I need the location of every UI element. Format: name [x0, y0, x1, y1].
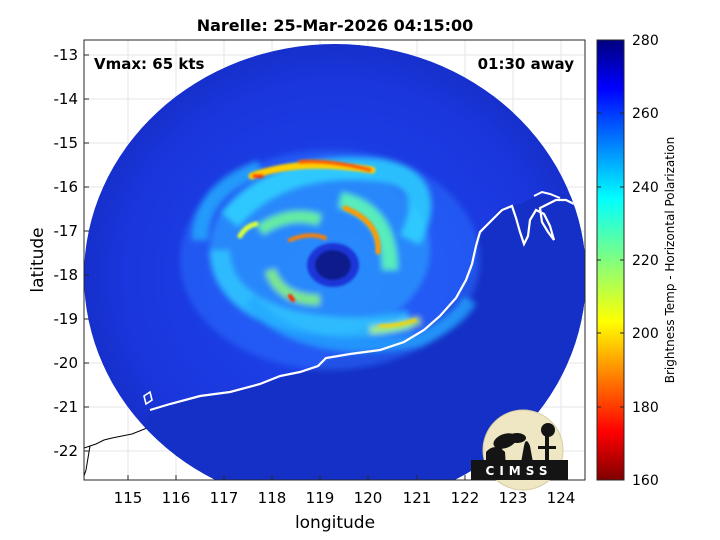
colorbar: 280 260 240 220 200 180 160 Brightness T… [596, 33, 677, 489]
x-tick-label: 115 [114, 489, 143, 507]
colorbar-tick-label: 260 [632, 106, 659, 122]
y-tick-label: -14 [54, 90, 79, 108]
colorbar-tick-label: 200 [632, 326, 659, 342]
x-tick-label: 116 [162, 489, 191, 507]
colorbar-tick-label: 220 [632, 253, 659, 269]
y-tick-label: -21 [54, 398, 79, 416]
colorbar-tick-label: 240 [632, 180, 659, 196]
colorbar-tick-label: 180 [632, 400, 659, 416]
y-axis-label: latitude [28, 227, 48, 292]
colorbar-tick-label: 160 [632, 473, 659, 489]
y-tick-label: -22 [54, 442, 79, 460]
cimss-logo: CIMSS [471, 409, 568, 491]
x-tick-label: 124 [547, 489, 576, 507]
x-tick-labels: 115 116 117 118 119 120 121 122 123 124 [114, 489, 576, 507]
time-away-label: 01:30 away [478, 55, 575, 73]
figure-title: Narelle: 25-Mar-2026 04:15:00 [197, 16, 474, 35]
x-tick-label: 118 [258, 489, 287, 507]
axes-frame [83, 39, 586, 481]
x-tick-label: 122 [451, 489, 480, 507]
coastline-inside [149, 198, 585, 412]
y-tick-label: -15 [54, 134, 79, 152]
x-axis-label: longitude [295, 513, 375, 533]
colorbar-label: Brightness Temp - Horizontal Polarizatio… [663, 137, 677, 384]
y-tick-label: -20 [54, 354, 79, 372]
vmax-label: Vmax: 65 kts [94, 55, 204, 73]
colorbar-tick-label: 280 [632, 33, 659, 49]
y-tick-label: -13 [54, 46, 79, 64]
y-tick-label: -17 [54, 222, 79, 240]
cimss-logo-text: CIMSS [486, 464, 553, 478]
x-tick-label: 123 [499, 489, 528, 507]
x-tick-label: 120 [354, 489, 383, 507]
x-tick-label: 121 [403, 489, 432, 507]
y-tick-label: -16 [54, 178, 79, 196]
y-tick-labels: -13 -14 -15 -16 -17 -18 -19 -20 -21 -22 [54, 46, 79, 460]
y-tick-label: -19 [54, 310, 79, 328]
y-tick-label: -18 [54, 266, 79, 284]
colorbar-gradient [596, 39, 625, 481]
x-tick-label: 117 [210, 489, 239, 507]
satellite-swath [84, 44, 585, 480]
x-tick-label: 119 [306, 489, 335, 507]
